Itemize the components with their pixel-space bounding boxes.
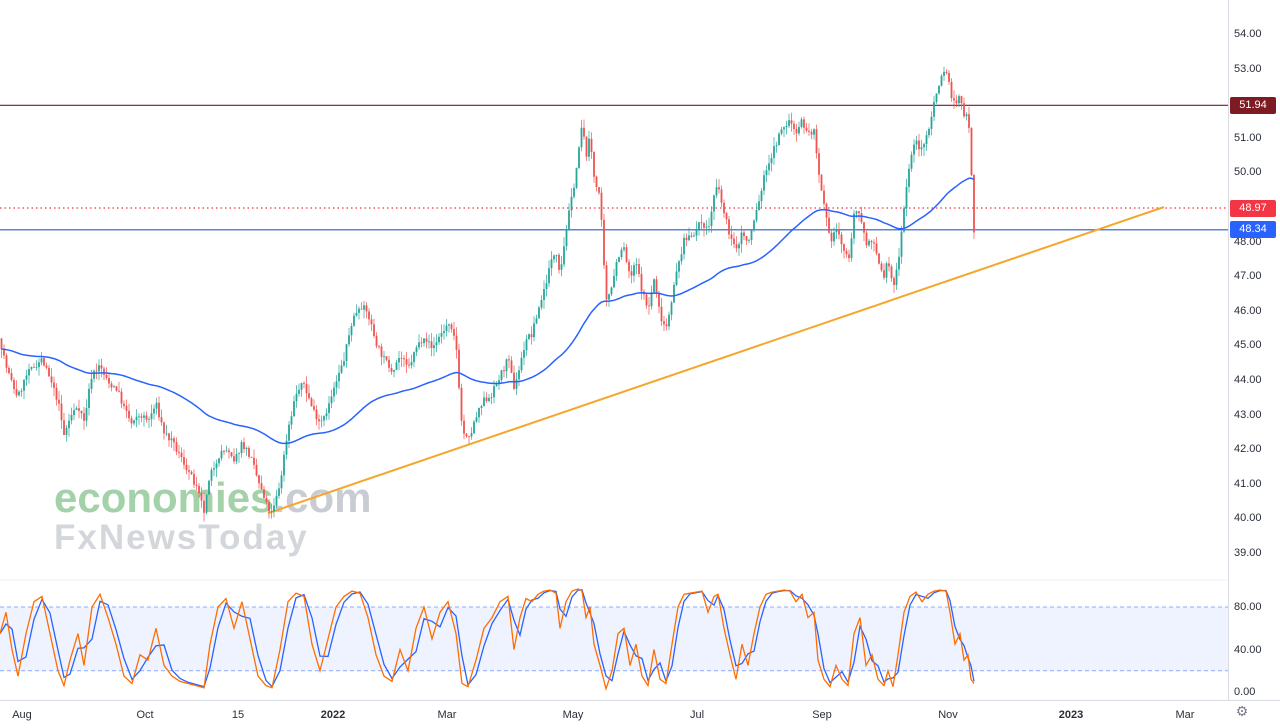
trendline[interactable] (267, 206, 1165, 515)
time-tick-label: 15 (231, 709, 245, 721)
watermark-brand: economies (54, 474, 274, 521)
settings-icon[interactable]: ⚙ (1235, 703, 1249, 719)
oscillator-tick-label: 40.00 (1234, 644, 1262, 656)
time-tick-label: Mar (1175, 709, 1195, 721)
price-tick-label: 44.00 (1234, 374, 1262, 386)
time-tick-label: Jul (689, 709, 705, 721)
time-tick-label: Mar (437, 709, 457, 721)
stochastic-d-line (0, 588, 975, 692)
time-axis[interactable]: Aug Oct 15 2022 Mar May Jul Sep Nov 2023 Mar (0, 700, 1280, 728)
price-tick-label: 40.00 (1234, 512, 1262, 524)
price-axis[interactable]: 51.94 48.97 48.34 54.00 53.00 51.00 50.00 48… (1228, 0, 1280, 728)
price-tick-label: 42.00 (1234, 443, 1262, 455)
time-tick-label: 2022 (320, 709, 346, 721)
time-tick-label: Sep (812, 709, 832, 721)
time-tick-label: May (562, 709, 584, 721)
oscillator-tick-label: 0.00 (1234, 686, 1256, 698)
candle-bodies-down (0, 71, 975, 513)
watermark-line2: FxNewsToday (54, 518, 309, 558)
last-price-badge[interactable]: 48.34 (1230, 221, 1276, 238)
moving-average-line[interactable] (1, 177, 975, 445)
time-tick-label: 2023 (1058, 709, 1084, 721)
time-tick-label: Aug (12, 709, 32, 721)
price-tick-label: 39.00 (1234, 547, 1262, 559)
price-tick-label: 45.00 (1234, 339, 1262, 351)
candle-bodies-up (18, 71, 968, 513)
price-tick-label: 48.00 (1234, 236, 1262, 248)
price-tick-label: 47.00 (1234, 270, 1262, 282)
candle-wicks-down (1, 69, 975, 522)
price-tick-label: 53.00 (1234, 63, 1262, 75)
price-tick-label: 54.00 (1234, 28, 1262, 40)
time-tick-label: Oct (136, 709, 154, 721)
stochastic-k-line (0, 589, 975, 688)
price-tick-label: 46.00 (1234, 305, 1262, 317)
price-tick-label: 41.00 (1234, 478, 1262, 490)
oscillator-tick-label: 80.00 (1234, 601, 1262, 613)
alert-price-badge[interactable]: 48.97 (1230, 200, 1276, 217)
time-tick-label: Nov (938, 709, 958, 721)
price-tick-label: 43.00 (1234, 409, 1262, 421)
candle-wicks-up (18, 66, 967, 518)
price-tick-label: 51.00 (1234, 132, 1262, 144)
price-tick-label: 50.00 (1234, 166, 1262, 178)
resistance-price-badge[interactable]: 51.94 (1230, 97, 1276, 114)
